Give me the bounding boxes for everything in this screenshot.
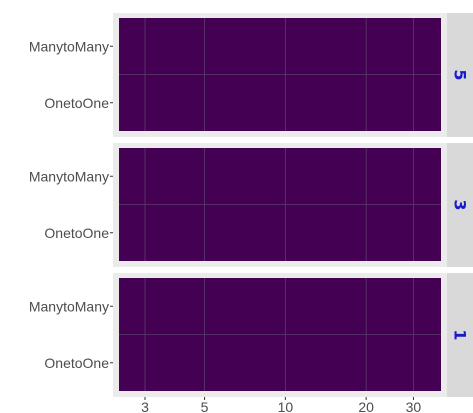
panel-3-tile-OnetoOne [119,204,441,261]
xtick-label: 5 [201,399,209,413]
panel-1-strip-label: 1 [451,329,470,340]
panel-5-strip [447,13,473,137]
panel-3-ytick-label: OnetoOne [44,225,109,241]
panel-3-ytick-label: ManytoMany [29,168,109,184]
panel-1-ytick-label: ManytoMany [29,298,109,314]
panel-3-strip [447,143,473,267]
panel-5-tile-OnetoOne [119,74,441,131]
panel-1-strip [447,273,473,397]
panel-1-ytick-label: OnetoOne [44,355,109,371]
panel-1-tile-ManytoMany [119,278,441,335]
panel-1-tile-OnetoOne [119,334,441,391]
panel-5-ytick-label: ManytoMany [29,38,109,54]
panel-5-tile-ManytoMany [119,18,441,75]
panel-3-strip-label: 3 [451,199,470,210]
xtick-label: 3 [141,399,149,413]
xtick-label: 30 [406,399,422,413]
panel-5-strip-label: 5 [451,69,470,80]
panel-3-tile-ManytoMany [119,148,441,205]
xtick-label: 20 [358,399,374,413]
xtick-label: 10 [278,399,294,413]
panel-5-ytick-label: OnetoOne [44,95,109,111]
